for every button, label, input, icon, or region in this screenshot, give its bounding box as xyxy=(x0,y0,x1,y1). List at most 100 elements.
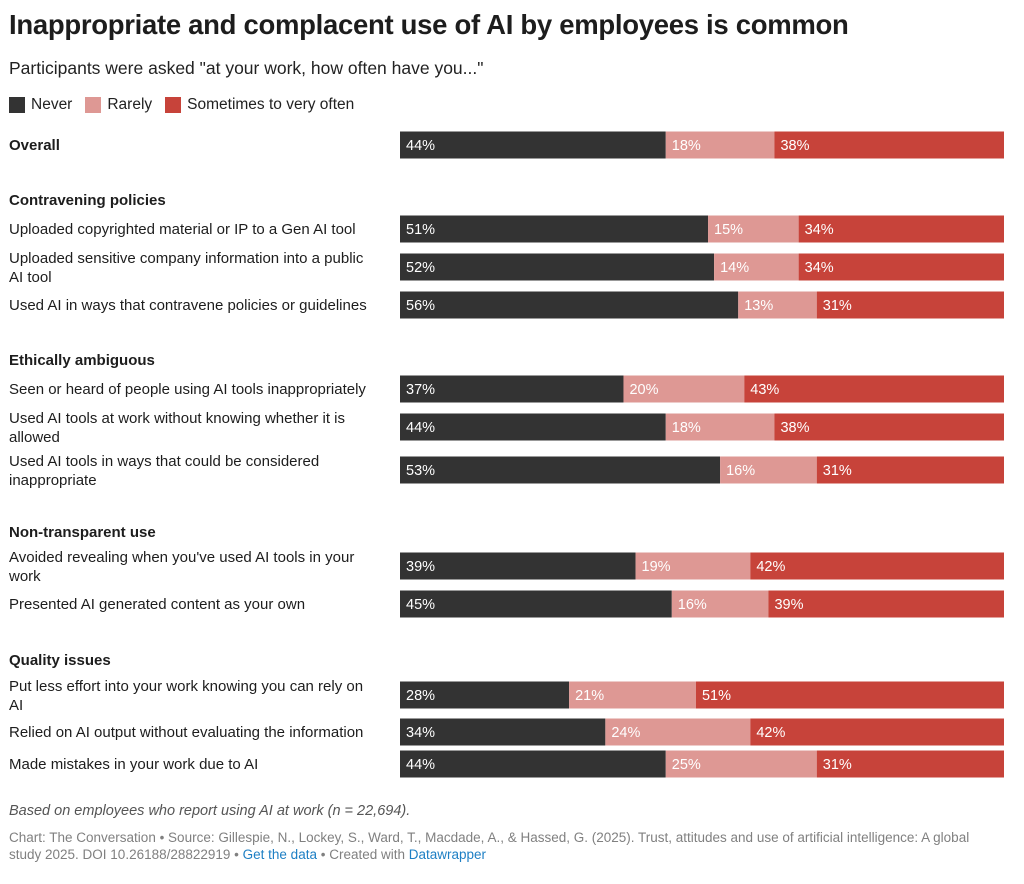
legend-swatch-never xyxy=(9,97,25,113)
bar-rarely-9 xyxy=(569,681,696,709)
stacked-bar-chart: Overall 44% 18% 38% Contravening policies Upl… xyxy=(8,131,1004,778)
bar-never-3 xyxy=(400,291,739,319)
legend-label-rarely: Rarely xyxy=(107,96,153,113)
bar-label-never-6: 53% xyxy=(406,463,435,479)
bar-label-never-7: 39% xyxy=(406,559,435,575)
bar-rarely-2 xyxy=(714,253,799,281)
bar-label-often-0: 38% xyxy=(780,138,809,154)
bar-label-never-9: 28% xyxy=(406,688,435,704)
bar-never-5 xyxy=(400,413,666,441)
get-the-data-link[interactable]: Get the data xyxy=(242,847,317,862)
bar-never-7 xyxy=(400,552,636,580)
bar-never-9 xyxy=(400,681,570,709)
bar-often-6 xyxy=(816,456,1004,484)
group-label-0: Contravening policies xyxy=(9,192,166,209)
bar-never-1 xyxy=(400,215,709,243)
bar-often-8 xyxy=(768,590,1004,618)
bar-often-7 xyxy=(750,552,1004,580)
bar-often-1 xyxy=(798,215,1004,243)
bar-often-2 xyxy=(798,253,1004,281)
bar-label-never-1: 51% xyxy=(406,222,435,238)
group-label-3: Quality issues xyxy=(9,652,111,669)
bar-label-rarely-2: 14% xyxy=(720,260,749,276)
row-label-2: Uploaded sensitive company information i… xyxy=(9,250,364,286)
bar-often-4 xyxy=(744,375,1004,403)
bar-label-often-5: 38% xyxy=(780,420,809,436)
bar-label-never-10: 34% xyxy=(406,725,435,741)
group-label-1: Ethically ambiguous xyxy=(9,352,155,369)
legend-swatch-rarely xyxy=(85,97,102,113)
bar-often-10 xyxy=(750,718,1004,746)
legend-label-often: Sometimes to very often xyxy=(187,96,355,113)
bar-label-often-6: 31% xyxy=(823,463,852,479)
bar-rarely-11 xyxy=(665,750,817,778)
bar-label-never-8: 45% xyxy=(406,597,435,613)
bar-label-often-2: 34% xyxy=(805,260,834,276)
bar-label-rarely-1: 15% xyxy=(714,222,743,238)
row-label-3: Used AI in ways that contravene policies… xyxy=(9,297,367,314)
bar-rarely-10 xyxy=(605,718,751,746)
bar-label-often-1: 34% xyxy=(805,222,834,238)
bar-label-rarely-10: 24% xyxy=(611,725,640,741)
bar-rarely-8 xyxy=(671,590,769,618)
bar-label-often-3: 31% xyxy=(823,298,852,314)
bar-rarely-7 xyxy=(635,552,751,580)
bar-label-never-2: 52% xyxy=(406,260,435,276)
bar-never-4 xyxy=(400,375,624,403)
legend: Never Rarely Sometimes to very often xyxy=(9,95,367,115)
bar-label-rarely-5: 18% xyxy=(672,420,701,436)
bar-label-rarely-7: 19% xyxy=(642,559,671,575)
bar-label-often-8: 39% xyxy=(774,597,803,613)
bar-label-often-10: 42% xyxy=(756,725,785,741)
bar-label-rarely-4: 20% xyxy=(629,382,658,398)
bar-label-often-4: 43% xyxy=(750,382,779,398)
legend-item-rarely: Rarely xyxy=(85,96,152,114)
bar-label-never-0: 44% xyxy=(406,138,435,154)
bar-often-3 xyxy=(816,291,1004,319)
chart-subtitle: Participants were asked "at your work, h… xyxy=(9,58,484,78)
row-label-9: Put less effort into your work knowing y… xyxy=(9,678,363,714)
bar-rarely-3 xyxy=(738,291,817,319)
bar-label-rarely-6: 16% xyxy=(726,463,755,479)
row-label-8: Presented AI generated content as your o… xyxy=(9,596,305,613)
bar-label-never-11: 44% xyxy=(406,757,435,773)
bar-label-often-7: 42% xyxy=(756,559,785,575)
bar-label-rarely-9: 21% xyxy=(575,688,604,704)
bar-never-0 xyxy=(400,131,666,159)
chart-footer: Chart: The Conversation • Source: Gilles… xyxy=(9,829,999,863)
row-label-0: Overall xyxy=(9,137,60,154)
bar-rarely-4 xyxy=(623,375,745,403)
bar-rarely-6 xyxy=(720,456,817,484)
bar-label-rarely-11: 25% xyxy=(672,757,701,773)
row-label-6: Used AI tools in ways that could be cons… xyxy=(9,453,319,489)
group-label-2: Non-transparent use xyxy=(9,524,156,541)
legend-item-often: Sometimes to very often xyxy=(165,96,354,114)
row-label-4: Seen or heard of people using AI tools i… xyxy=(9,381,366,398)
bar-label-never-3: 56% xyxy=(406,298,435,314)
bar-label-never-4: 37% xyxy=(406,382,435,398)
legend-item-never: Never xyxy=(9,96,72,114)
chart-title: Inappropriate and complacent use of AI b… xyxy=(9,9,849,40)
datawrapper-link[interactable]: Datawrapper xyxy=(408,847,487,862)
bar-never-6 xyxy=(400,456,721,484)
bar-rarely-5 xyxy=(665,413,775,441)
bar-label-rarely-8: 16% xyxy=(678,597,707,613)
bar-rarely-0 xyxy=(665,131,775,159)
bar-often-0 xyxy=(774,131,1004,159)
row-label-7: Avoided revealing when you've used AI to… xyxy=(8,549,354,585)
footer-created-with: • Created with xyxy=(316,847,409,862)
row-label-5: Used AI tools at work without knowing wh… xyxy=(9,410,345,446)
footer-source: Chart: The Conversation • Source: Gilles… xyxy=(9,830,970,862)
bar-never-11 xyxy=(400,750,666,778)
bar-label-rarely-3: 13% xyxy=(744,298,773,314)
bar-often-5 xyxy=(774,413,1004,441)
bar-label-often-11: 31% xyxy=(823,757,852,773)
chart-note: Based on employees who report using AI a… xyxy=(9,803,411,819)
bar-label-often-9: 51% xyxy=(702,688,731,704)
bar-label-never-5: 44% xyxy=(406,420,435,436)
bar-rarely-1 xyxy=(708,215,799,243)
legend-swatch-often xyxy=(165,97,182,113)
bar-label-rarely-0: 18% xyxy=(672,138,701,154)
row-label-10: Relied on AI output without evaluating t… xyxy=(9,724,363,741)
bar-never-8 xyxy=(400,590,672,618)
